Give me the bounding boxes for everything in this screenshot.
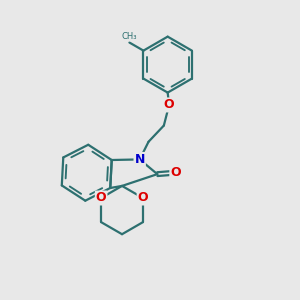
Text: CH₃: CH₃ xyxy=(122,32,137,41)
Text: N: N xyxy=(134,153,145,166)
Text: O: O xyxy=(96,191,106,205)
Text: O: O xyxy=(138,191,148,205)
Text: O: O xyxy=(164,98,175,111)
Text: O: O xyxy=(170,166,181,179)
